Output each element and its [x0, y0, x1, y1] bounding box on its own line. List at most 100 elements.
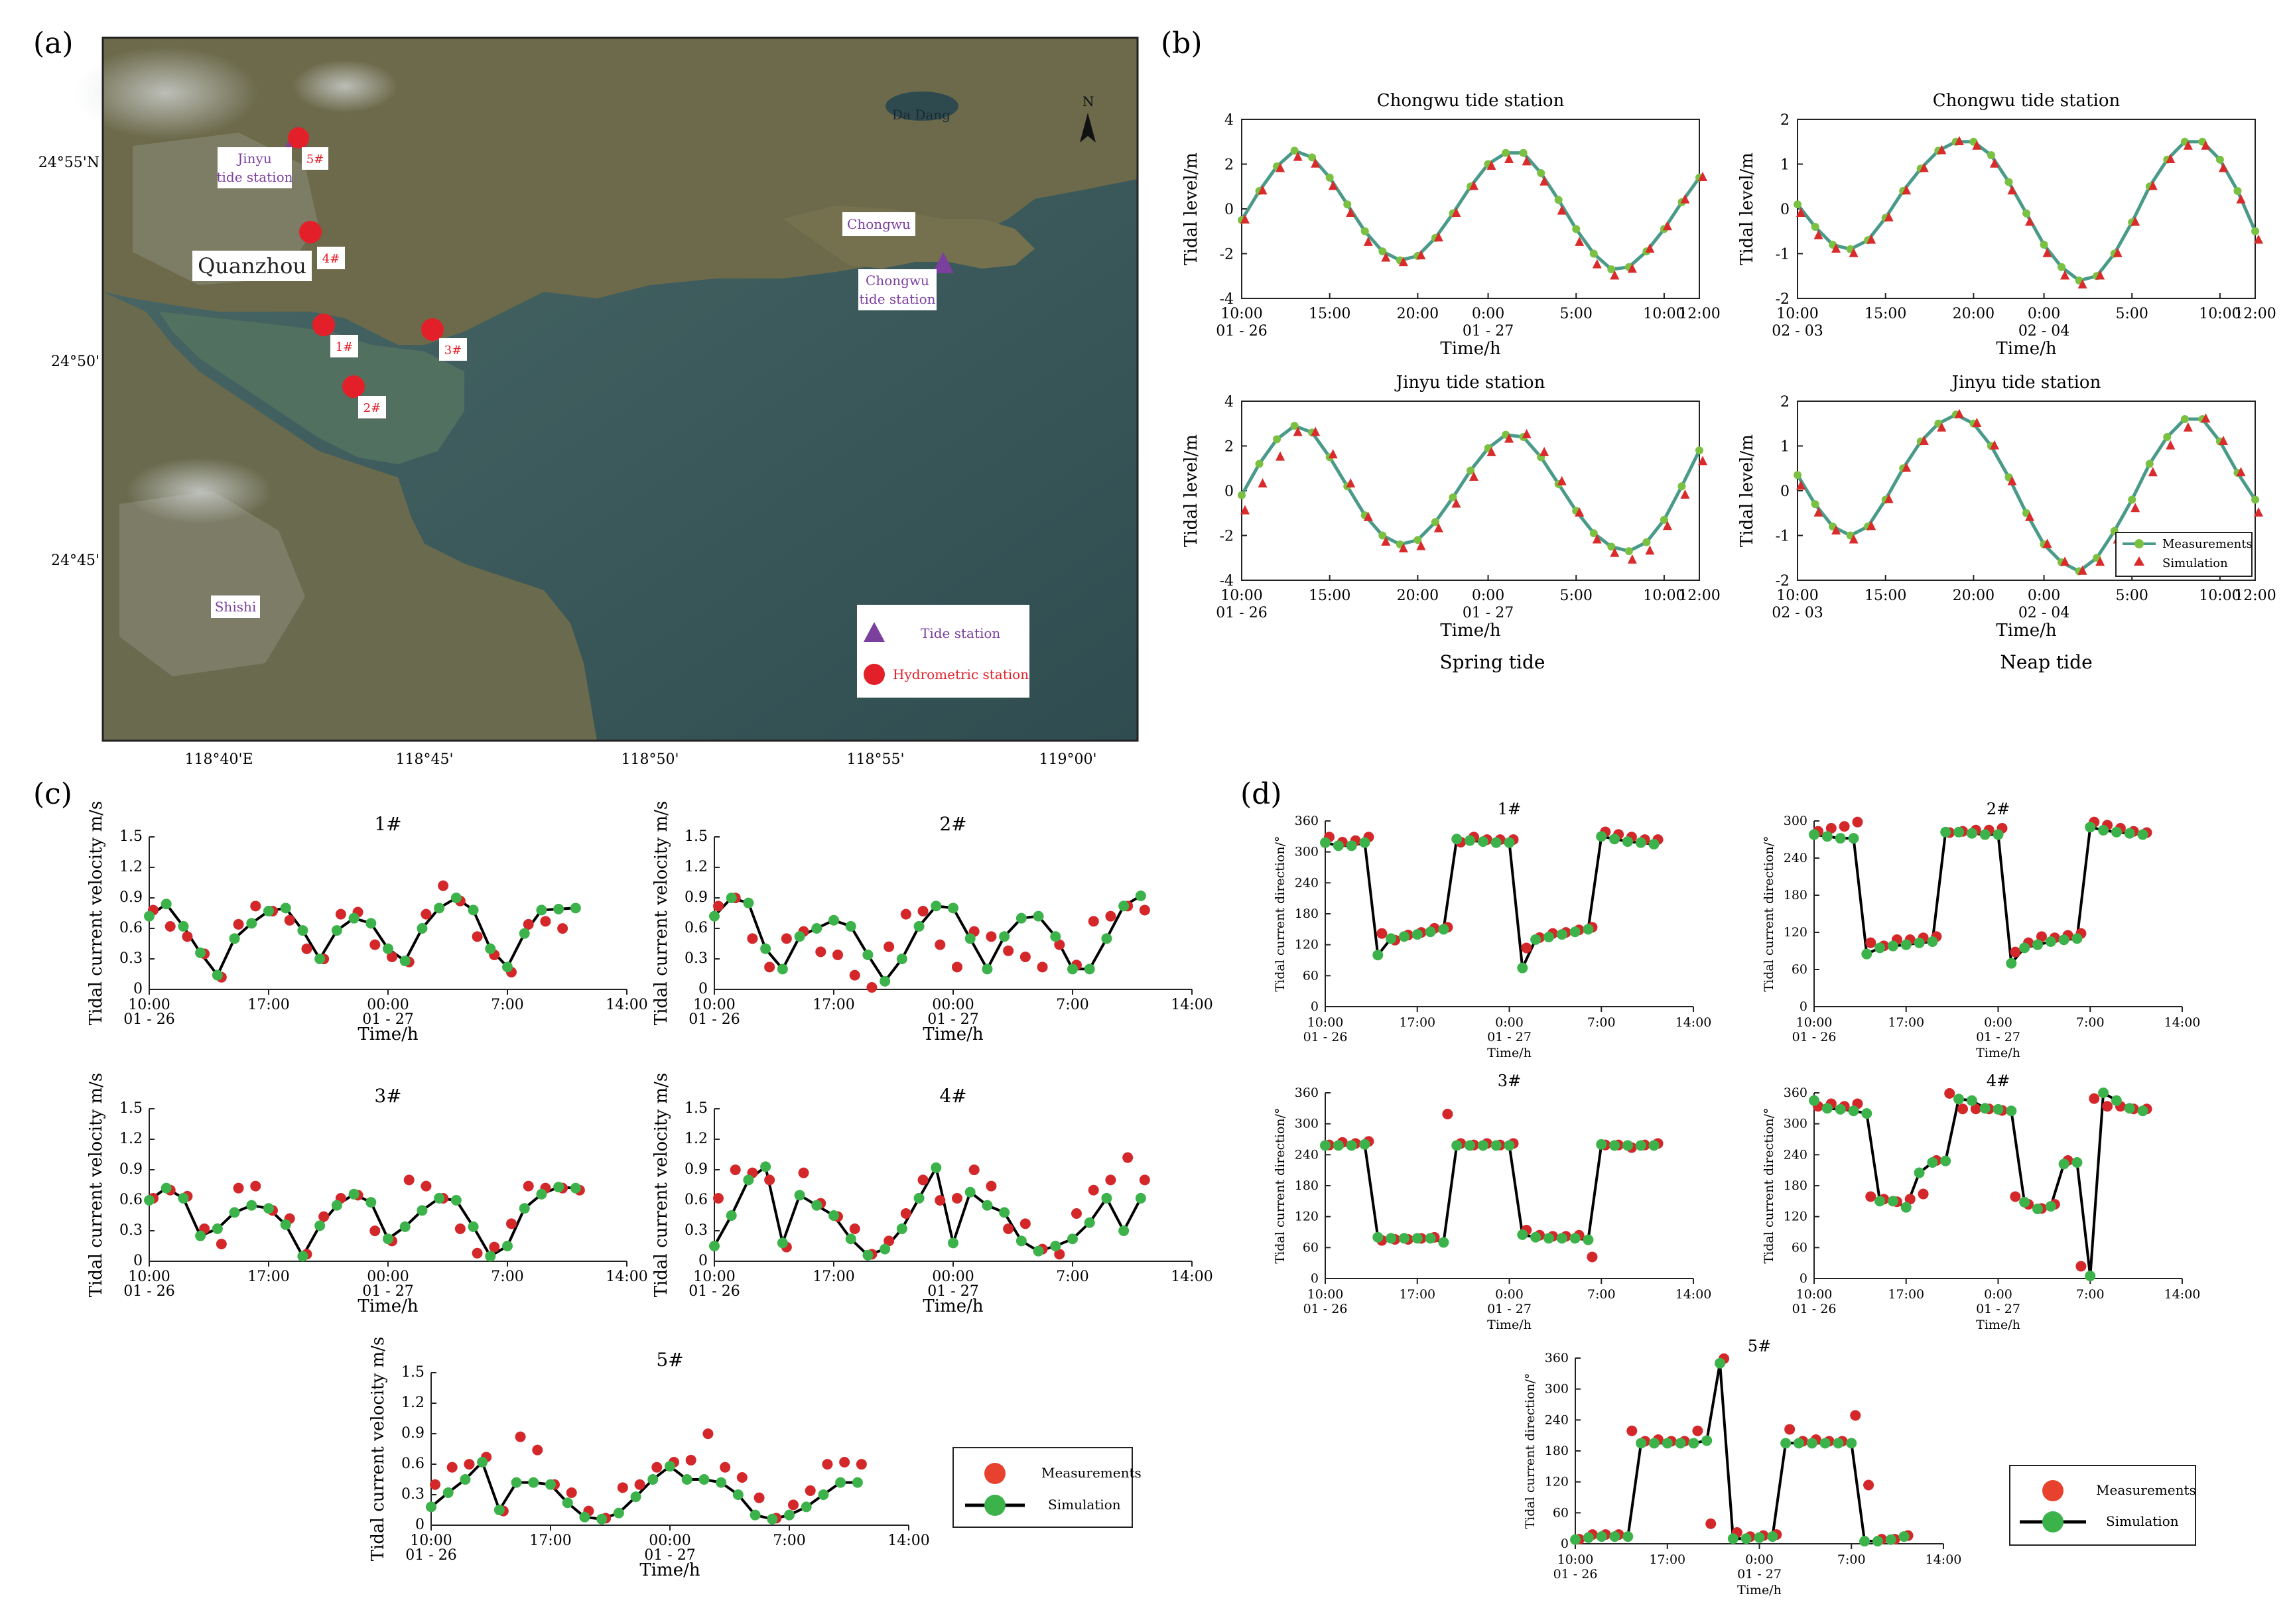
simulation-point: [2019, 942, 2030, 954]
simulation-point: [1609, 1140, 1620, 1151]
y-tick-label: 0.6: [119, 1192, 143, 1208]
chart-title: 3#: [374, 1085, 401, 1107]
simulation-point: [212, 1223, 223, 1234]
chart-c3: 3# 0 0.3 0.6 0.9 1.2 1.5 10:00 17:00 00:00 7:00 14:…: [86, 1073, 648, 1316]
simulation-point: [1438, 1237, 1449, 1248]
measurement-point: [1019, 1218, 1031, 1229]
simulation-point: [1570, 1534, 1581, 1545]
y-tick-label: 60: [1303, 968, 1319, 983]
measurement-point: [540, 916, 551, 927]
simulation-point: [1627, 263, 1637, 273]
label-box: [439, 338, 467, 361]
measurement-point: [489, 1241, 500, 1253]
y-tick-label: -2: [1776, 573, 1790, 590]
simulation-point: [1835, 1103, 1846, 1115]
tide-chart-b4: Jinyu tide station -2 -1 0 1 2 10:00 15:00 20:00…: [1737, 373, 2276, 641]
y-tick-label: 1.2: [401, 1395, 425, 1411]
simulation-point: [348, 1188, 360, 1200]
y-tick-label: 1: [1780, 157, 1790, 174]
measurement-point: [1378, 247, 1387, 256]
x-tick-label: 7:00: [1056, 997, 1088, 1013]
x-tick-label: 14:00: [1171, 1269, 1212, 1285]
simulation-point: [1311, 158, 1321, 168]
simulation-point: [2032, 1204, 2043, 1214]
x-tick-label: 0:00: [1495, 1287, 1524, 1302]
simulation-point: [2085, 1271, 2096, 1282]
measurement-point: [634, 1479, 645, 1490]
panel-label-d: (d): [1240, 777, 1282, 811]
simulation-point: [1328, 180, 1338, 190]
simulation-point: [399, 1221, 411, 1232]
simulation-point: [964, 1186, 976, 1198]
simulation-point: [460, 1474, 471, 1485]
simulation-point: [1884, 212, 1894, 221]
simulation-point: [1359, 837, 1370, 848]
simulation-point: [2006, 1105, 2017, 1117]
measurement-point: [986, 931, 997, 942]
simulation-point: [2032, 939, 2043, 950]
measurement-point: [1273, 435, 1281, 444]
simulation-point: [1809, 829, 1819, 840]
simulation-point: [1902, 462, 1912, 472]
measurement-point: [1037, 962, 1048, 973]
y-tick-label: 120: [1784, 925, 1807, 940]
station-label: tide station: [859, 291, 935, 307]
legend-sim-marker: [2134, 556, 2144, 566]
y-tick-label: 240: [1295, 875, 1319, 890]
x-date-label: 01 - 27: [362, 1283, 413, 1300]
simulation-point: [1543, 932, 1554, 942]
hydro-label-1: 1#: [336, 340, 354, 354]
simulation-point: [1504, 154, 1514, 163]
simulation-point: [1622, 836, 1633, 847]
x-date-label: 02 - 03: [1772, 323, 1823, 340]
measurement-point: [1970, 1103, 1981, 1115]
x-tick-label: 17:00: [1888, 1015, 1924, 1030]
label-box: [858, 269, 937, 310]
simulation-point: [1701, 1435, 1713, 1446]
simulation-point: [948, 903, 958, 914]
simulation-point: [144, 1195, 155, 1206]
simulation-point: [1583, 1234, 1594, 1245]
label-box: [218, 147, 292, 188]
simulation-point: [2111, 826, 2122, 838]
measurement-point: [866, 982, 878, 993]
simulation-point: [1050, 1241, 1061, 1251]
measurement-point: [856, 1459, 867, 1470]
measurement-point: [523, 1180, 534, 1192]
simulation-point: [1311, 426, 1321, 436]
measurement-point: [952, 962, 962, 973]
simulation-point: [1645, 243, 1655, 253]
y-tick-label: 0: [1561, 1536, 1569, 1551]
simulation-point: [1433, 523, 1443, 532]
simulation-point: [511, 1477, 522, 1488]
station-label: Chongwu: [866, 273, 929, 288]
chart-title: 1#: [1498, 800, 1521, 818]
y-tick-label: 180: [1545, 1444, 1569, 1458]
label-box: [842, 212, 915, 236]
simulation-point: [750, 1509, 761, 1521]
y-tick-label: 120: [1295, 938, 1319, 952]
measurement-point: [2251, 495, 2259, 504]
simulation-point: [1993, 1103, 2004, 1115]
simulation-point: [1867, 521, 1876, 531]
simulation-point: [477, 1456, 488, 1468]
measurement-point: [2215, 155, 2224, 164]
simulation-point: [1033, 1245, 1044, 1257]
simulation-point: [862, 949, 874, 960]
measurement-point: [1660, 515, 1668, 524]
simulation-point: [2183, 422, 2193, 432]
simulation-point: [1240, 214, 1250, 224]
simulation-point: [1333, 1140, 1344, 1151]
hydro-station-1: [312, 314, 335, 336]
chart-title: 5#: [1748, 1337, 1771, 1355]
measurement-point: [849, 969, 860, 981]
measurement-point: [1918, 1188, 1929, 1200]
simulation-point: [2095, 556, 2105, 566]
simulation-point: [450, 893, 462, 903]
simulation-point: [1953, 1093, 1965, 1105]
simulation-point: [1979, 1103, 1991, 1114]
legend-sim-marker: [2042, 1511, 2064, 1532]
measurement-point: [216, 1239, 227, 1249]
simulation-point: [1569, 1233, 1581, 1244]
y-tick-label: -4: [1220, 573, 1234, 590]
